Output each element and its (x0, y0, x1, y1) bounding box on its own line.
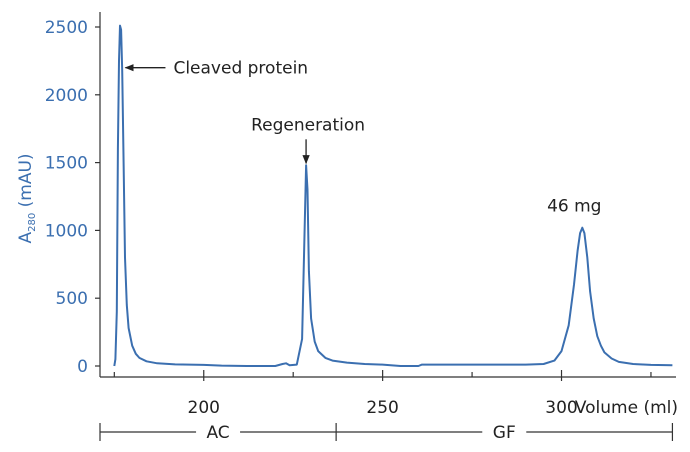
x-axis-label: Volume (ml) (575, 398, 678, 418)
y-axis-label: A280 (mAU) (16, 153, 38, 243)
phase-label: GF (493, 423, 516, 443)
x-tick-label: 250 (366, 398, 398, 418)
y-tick-label: 1500 (45, 154, 88, 174)
y-tick-label: 2500 (45, 18, 88, 38)
y-tick-label: 0 (77, 357, 88, 377)
x-ticks: 200 250 300 (113, 370, 652, 418)
series-line (113, 24, 673, 367)
y-ticks: 0 500 1000 1500 2000 2500 (45, 18, 100, 377)
phase-label: AC (206, 423, 229, 443)
annotation-cleaved-protein: Cleaved protein (173, 59, 308, 79)
x-tick-label: 300 (545, 398, 577, 418)
y-tick-label: 500 (56, 289, 88, 309)
y-tick-label: 2000 (45, 86, 88, 106)
annotations: Cleaved protein Regeneration 46 mg (124, 59, 601, 217)
y-tick-label: 1000 (45, 221, 88, 241)
x-tick-label: 200 (188, 398, 220, 418)
phase-bar: AC GF (99, 423, 674, 443)
annotation-46-mg: 46 mg (547, 197, 601, 217)
annotation-regeneration: Regeneration (251, 115, 365, 135)
